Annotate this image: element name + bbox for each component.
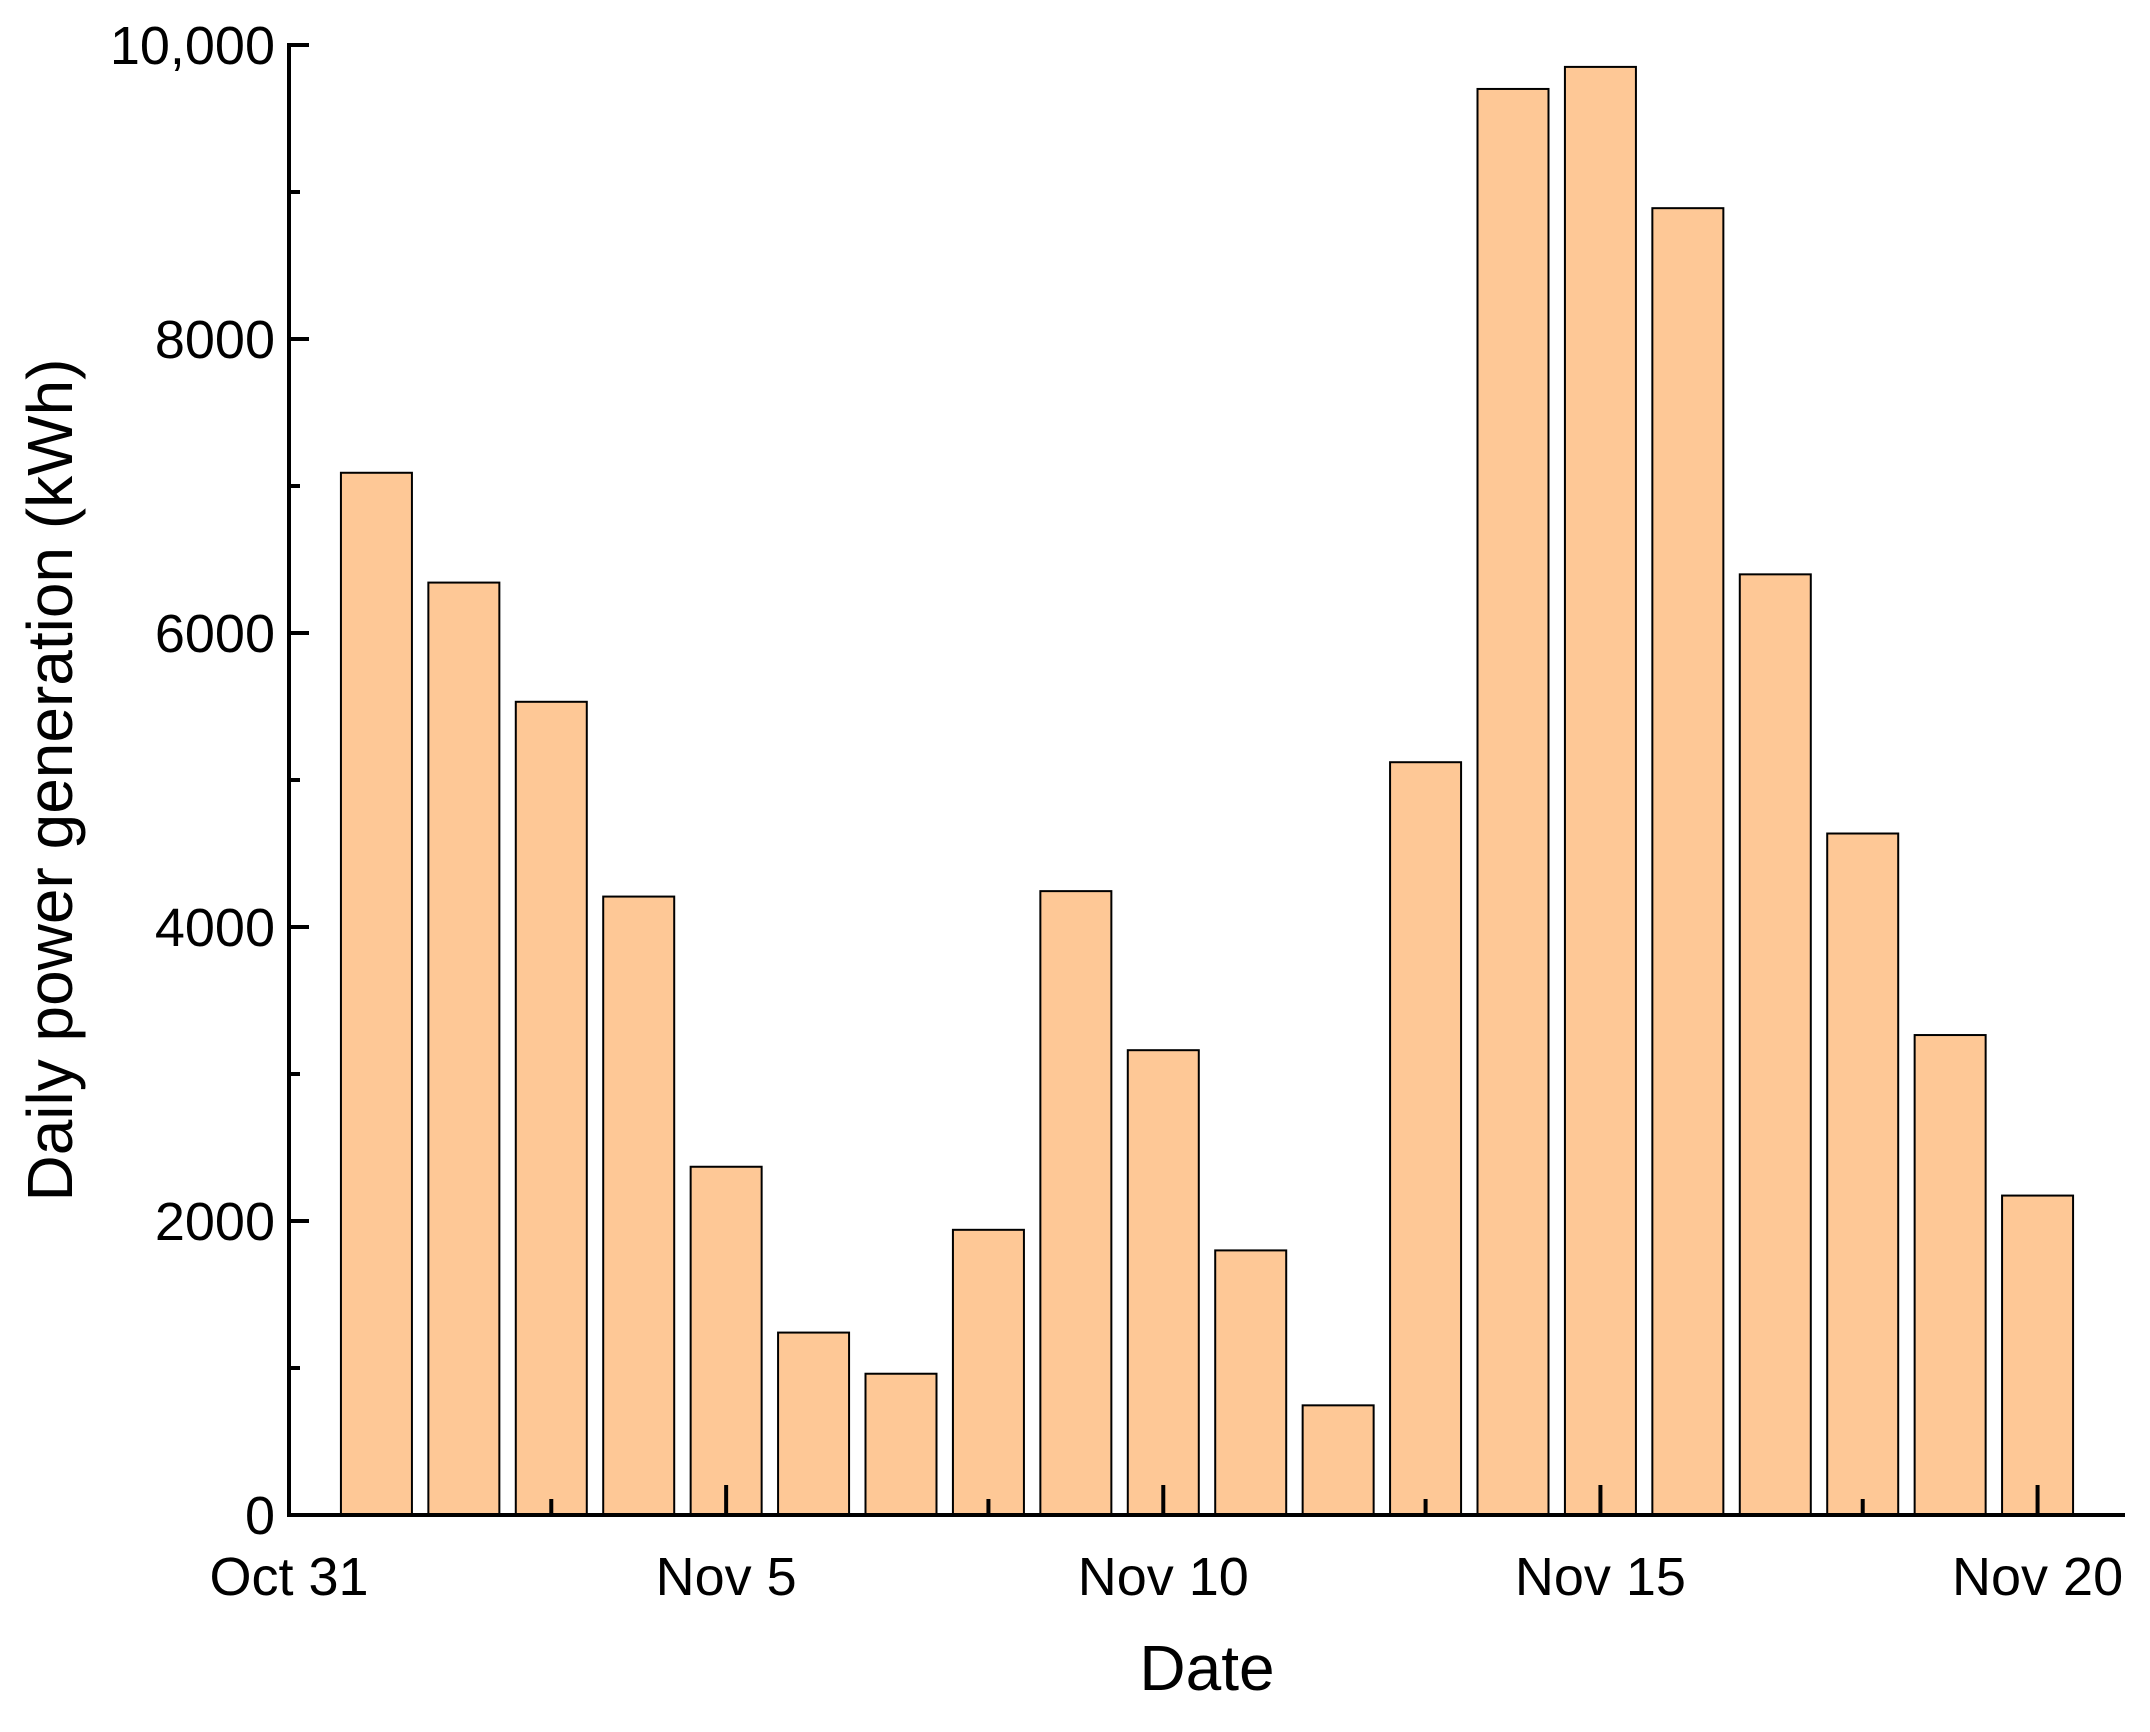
- bar: [602, 895, 676, 1516]
- bar: [1039, 890, 1113, 1516]
- bar: [514, 700, 588, 1516]
- bar: [1301, 1404, 1375, 1517]
- x-tick-label: Nov 5: [656, 1547, 797, 1607]
- y-axis-title: Daily power generation (kWh): [14, 359, 86, 1202]
- x-axis-title: Date: [1139, 1632, 1274, 1704]
- bar: [864, 1372, 938, 1517]
- bar: [689, 1165, 763, 1516]
- y-tick-label: 4000: [155, 898, 275, 958]
- bar: [1214, 1249, 1288, 1517]
- x-tick-label: Nov 15: [1515, 1547, 1686, 1607]
- bar: [427, 581, 501, 1516]
- bar: [1126, 1049, 1200, 1517]
- bar: [777, 1331, 851, 1516]
- y-tick-label: 10,000: [110, 16, 275, 76]
- bar: [1563, 65, 1637, 1517]
- y-tick-label: 6000: [155, 604, 275, 664]
- bar: [1826, 832, 1900, 1516]
- bar: [1913, 1034, 1987, 1517]
- x-tick-label: Nov 20: [1952, 1547, 2123, 1607]
- bar: [1389, 761, 1463, 1516]
- bar: [339, 471, 413, 1516]
- bar: [1738, 573, 1812, 1516]
- x-tick-label: Nov 10: [1078, 1547, 1249, 1607]
- bar: [1651, 207, 1725, 1516]
- y-tick-label: 2000: [155, 1192, 275, 1252]
- y-tick-label: 8000: [155, 310, 275, 370]
- y-tick-label: 0: [245, 1486, 275, 1546]
- bar: [951, 1228, 1025, 1516]
- bar: [2001, 1194, 2075, 1516]
- x-tick-label: Oct 31: [209, 1547, 368, 1607]
- bar: [1476, 87, 1550, 1516]
